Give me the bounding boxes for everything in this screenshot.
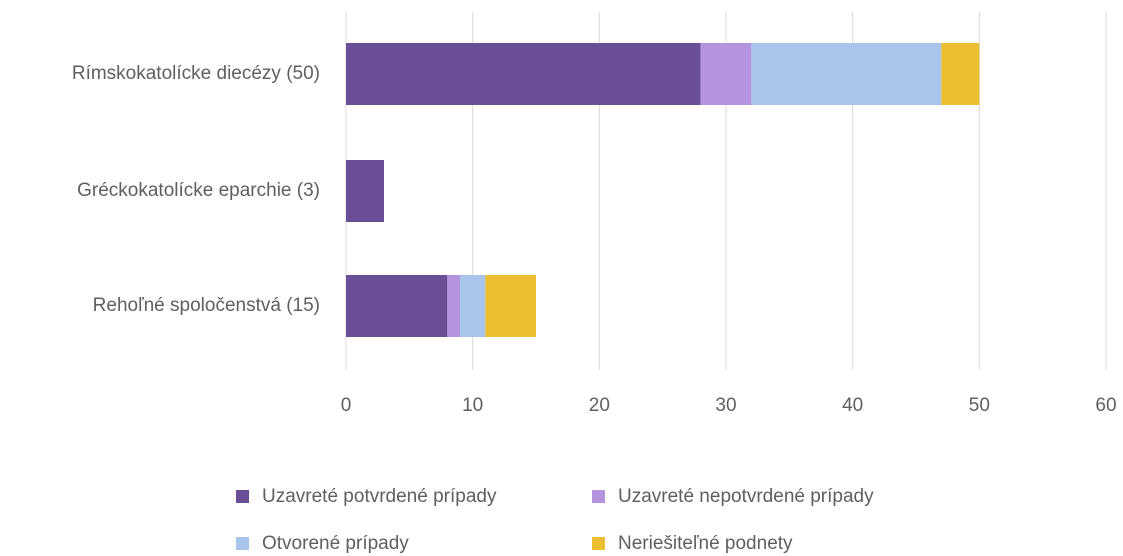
bar-segment [346, 43, 701, 105]
bar-segment [485, 275, 536, 337]
bar-segment [941, 43, 980, 105]
y-tick-label: Gréckokatolícke eparchie (3) [77, 180, 320, 201]
y-tick-label: Rehoľné spoločenstvá (15) [93, 295, 320, 316]
x-tick-label: 20 [589, 395, 610, 416]
legend-label: Neriešiteľné podnety [618, 533, 793, 554]
bar-segment [460, 275, 486, 337]
bar-segment [700, 43, 752, 105]
y-tick-label: Rímskokatolícke diecézy (50) [72, 63, 320, 84]
bar-segment [346, 160, 384, 222]
legend-label: Uzavreté potvrdené prípady [262, 486, 497, 507]
legend-label: Uzavreté nepotvrdené prípady [618, 486, 874, 507]
x-tick-label: 0 [341, 395, 352, 416]
x-tick-label: 60 [1095, 395, 1116, 416]
bar-segment [346, 275, 448, 337]
legend-swatch [236, 490, 249, 503]
legend-swatch [592, 490, 605, 503]
x-tick-label: 40 [842, 395, 863, 416]
bar-segment [447, 275, 460, 337]
x-tick-label: 10 [462, 395, 483, 416]
legend-swatch [592, 537, 605, 550]
bar-segment [751, 43, 942, 105]
legend-swatch [236, 537, 249, 550]
legend-label: Otvorené prípady [262, 533, 409, 554]
x-tick-label: 30 [715, 395, 736, 416]
x-tick-label: 50 [969, 395, 990, 416]
